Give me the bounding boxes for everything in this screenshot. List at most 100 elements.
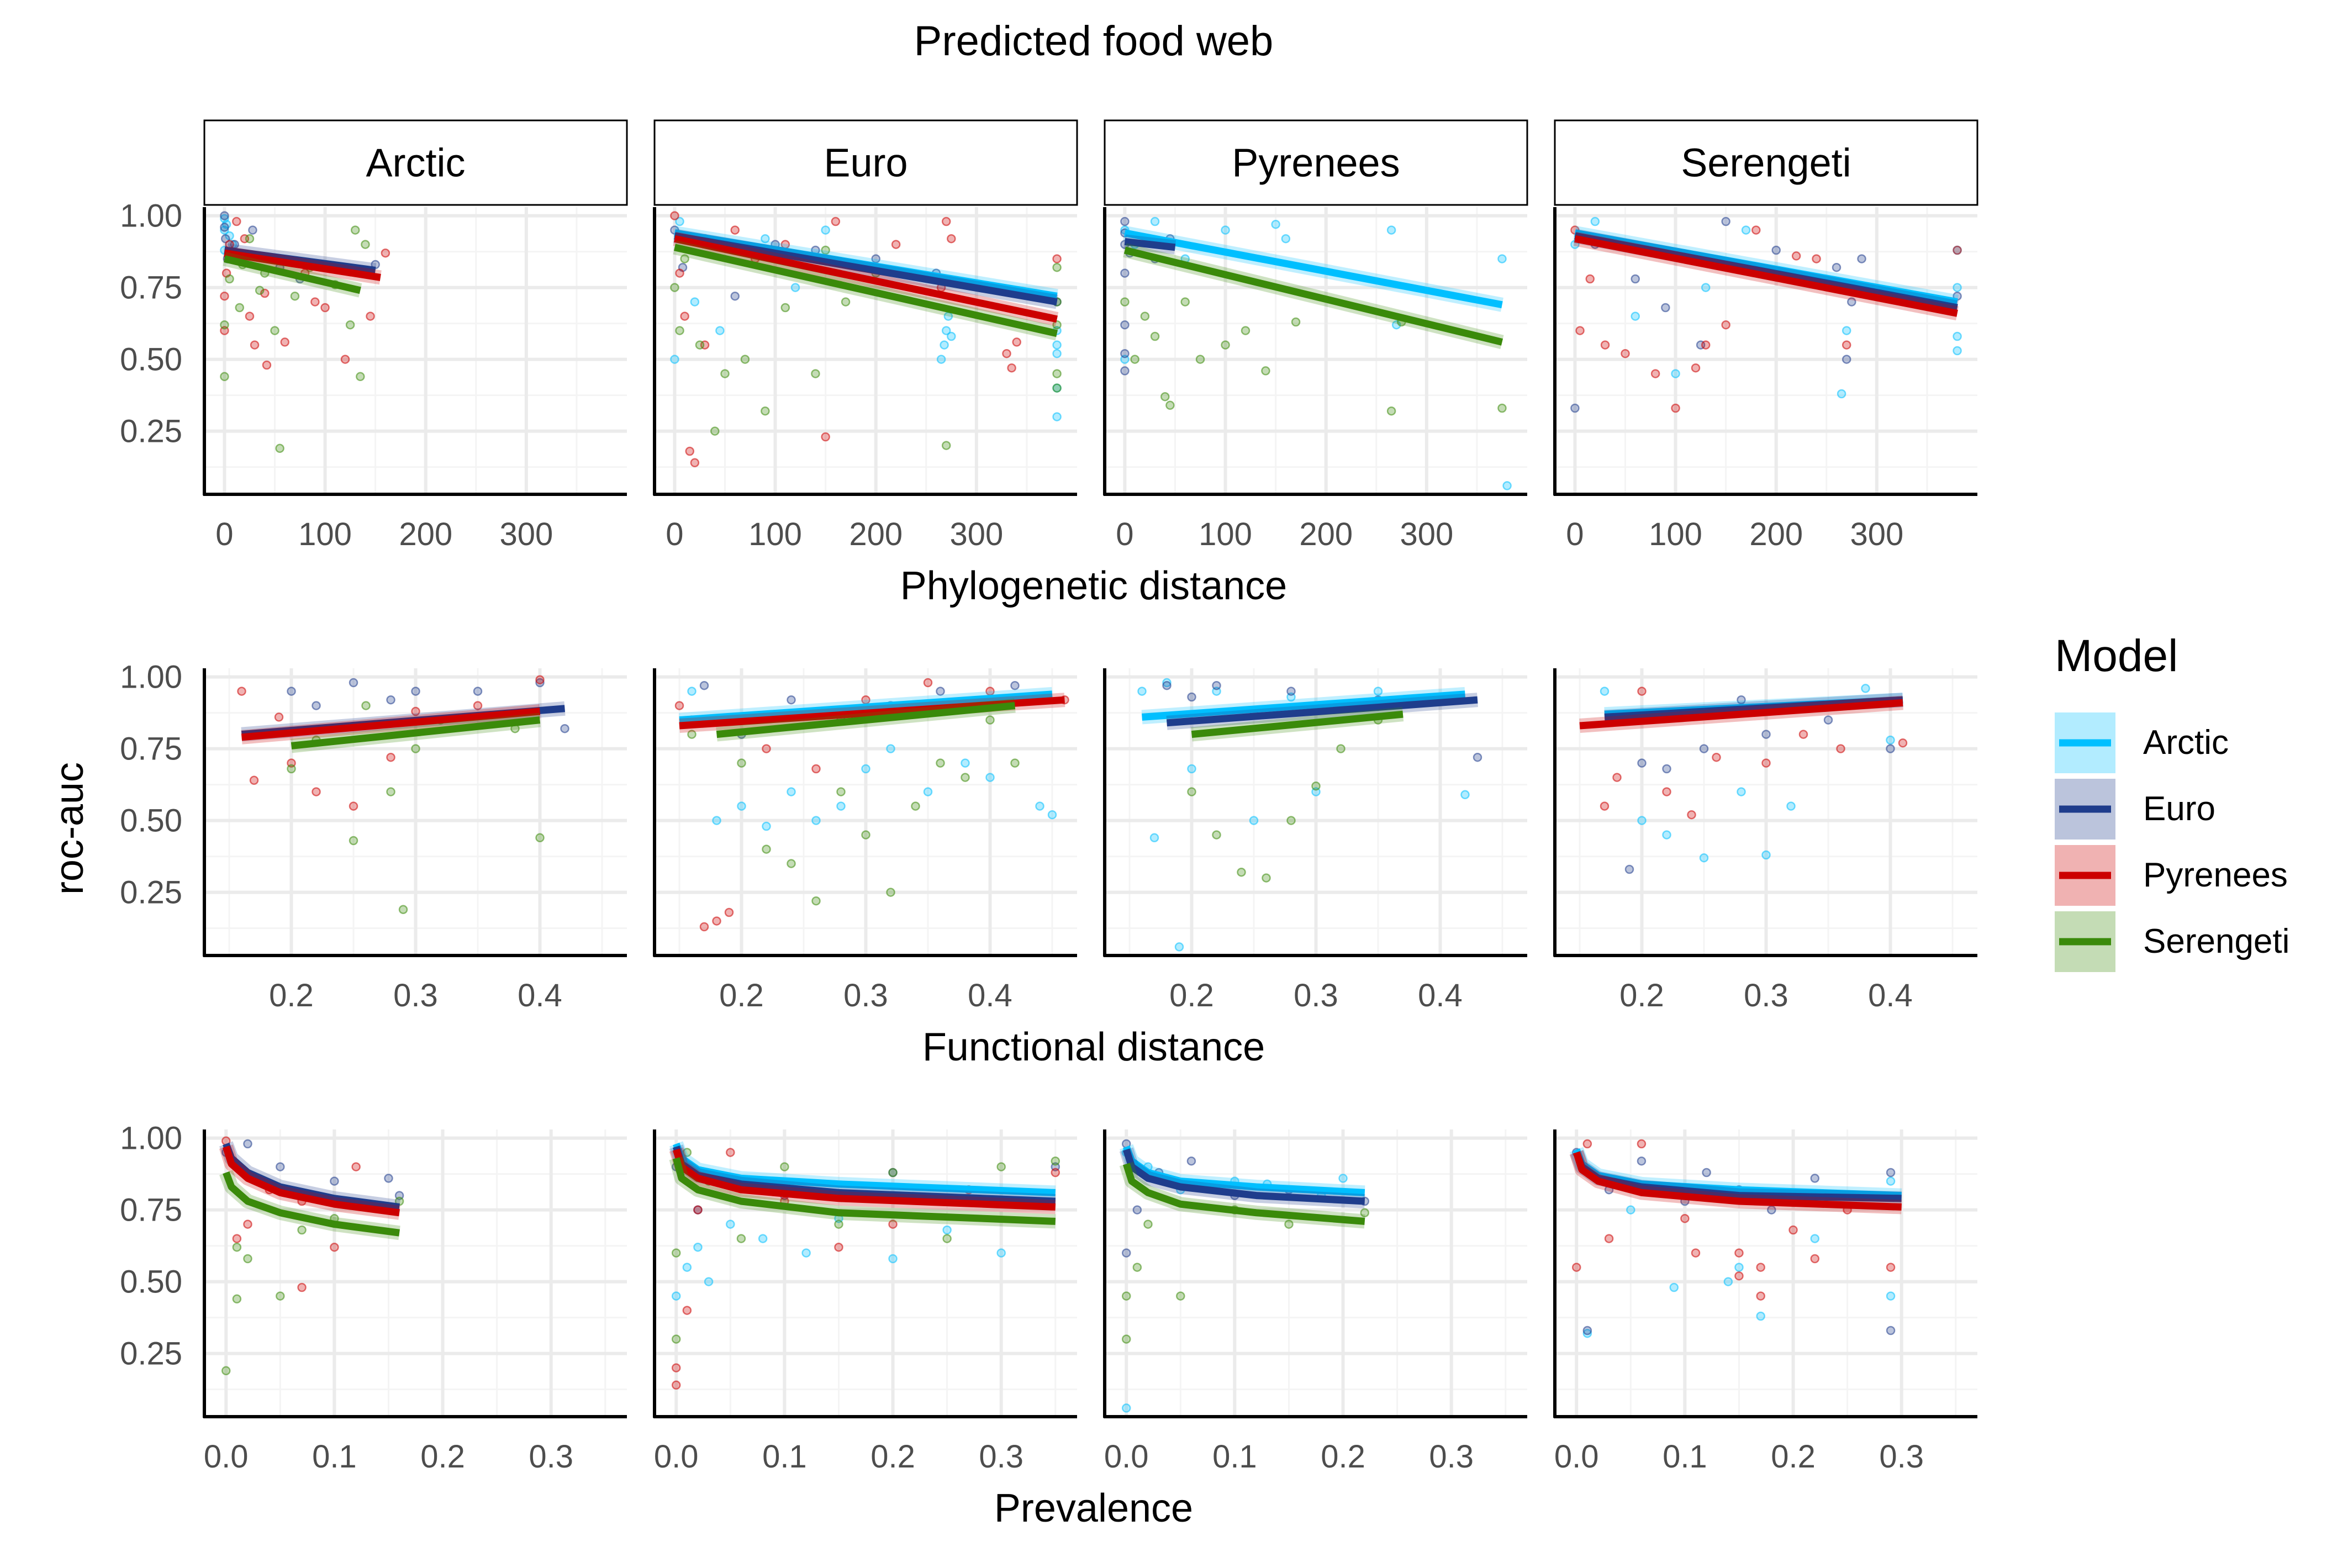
data-point-serengeti [961,773,970,782]
x-tick-label: 200 [1299,516,1353,552]
x-tick-label: 100 [298,516,352,552]
data-point-pyrenees [762,744,771,753]
data-point-arctic [888,1254,898,1264]
y-tick-label: 0.75 [120,270,182,306]
data-point-pyrenees [1012,337,1021,347]
data-point-arctic [1373,687,1383,696]
data-point-euro [1737,695,1746,705]
data-point-serengeti [1284,1219,1294,1229]
data-point-pyrenees [1721,320,1730,330]
data-point-arctic [737,801,746,811]
data-point-pyrenees [1953,245,1962,255]
data-point-serengeti [1052,383,1062,393]
data-point-euro [248,225,257,235]
data-point-pyrenees [535,675,545,685]
x-tick-label: 300 [1850,516,1903,552]
data-point-pyrenees [349,801,358,811]
y-tick-label: 0.50 [120,1264,182,1300]
data-point-arctic [690,297,700,307]
x-tick-label: 0.1 [762,1439,807,1475]
fit-line-serengeti [223,1171,400,1237]
data-point-pyrenees [237,687,246,696]
data-point-arctic [1035,801,1044,811]
legend-label-euro: Euro [2143,790,2215,828]
data-point-euro [1120,268,1130,278]
data-point-arctic [947,331,956,341]
x-tick-label: 0.4 [518,978,562,1013]
data-point-arctic [886,744,895,753]
data-point-serengeti [836,787,846,796]
data-point-pyrenees [232,1234,242,1243]
data-point-arctic [1386,225,1396,235]
x-tick-label: 0 [1566,516,1584,552]
data-point-arctic [726,1219,735,1229]
data-point-arctic [1723,1277,1733,1286]
fit-line-serengeti [716,702,1016,738]
data-point-serengeti [386,787,395,796]
data-point-arctic [1121,1403,1131,1413]
x-tick-label: 0 [215,516,233,552]
data-point-serengeti [350,225,360,235]
data-point-arctic [1631,312,1640,321]
data-point-pyrenees [330,1242,339,1252]
fit-line-serengeti [223,255,361,294]
x-tick-label: 0 [1116,516,1133,552]
data-point-arctic [762,821,771,831]
data-point-pyrenees [274,712,284,722]
data-point-pyrenees [411,706,420,716]
fit-line-arctic [1124,229,1503,309]
data-point-pyrenees [1798,730,1808,739]
data-point-arctic [1756,1311,1765,1321]
fit-line-serengeti [291,716,541,749]
data-point-serengeti [737,758,746,768]
data-point-pyrenees [386,752,395,762]
data-point-pyrenees [1751,225,1761,235]
x-tick-label: 0.2 [420,1439,465,1475]
data-point-pyrenees [1691,363,1701,373]
data-point-pyrenees [682,1306,692,1315]
data-point-arctic [801,1248,811,1258]
data-point-serengeti [942,1234,952,1243]
data-point-euro [699,680,709,690]
data-point-pyrenees [1637,687,1647,696]
data-point-serengeti [398,905,408,915]
x-tick-label: 0.1 [312,1439,357,1475]
data-point-serengeti [220,372,229,382]
data-point-serengeti [290,291,300,301]
data-point-pyrenees [1701,340,1711,350]
data-point-pyrenees [250,340,260,350]
data-point-arctic [1737,787,1746,796]
data-point-arctic [1600,687,1610,696]
data-point-arctic [1701,283,1711,292]
data-point-pyrenees [1734,1271,1744,1281]
data-point-pyrenees [1052,254,1062,263]
data-point-arctic [1886,1291,1896,1301]
data-point-serengeti [1497,403,1507,413]
data-point-arctic [675,217,684,226]
data-point-euro [1761,730,1771,739]
data-point-serengeti [1360,1208,1370,1218]
data-point-arctic [1174,942,1184,952]
data-point-euro [349,678,358,688]
data-point-arctic [1671,369,1680,378]
x-tick-label: 0.3 [1429,1439,1474,1475]
data-point-serengeti [1150,331,1160,341]
data-point-arctic [936,355,946,364]
data-point-pyrenees [312,787,321,796]
data-point-arctic [1052,340,1062,350]
data-point-serengeti [1010,758,1020,768]
data-point-euro [1721,217,1730,226]
data-point-serengeti [985,715,995,725]
data-point-euro [312,701,321,710]
data-point-arctic [923,787,933,796]
y-tick-label: 1.00 [120,1121,182,1157]
data-point-serengeti [1195,355,1205,364]
data-point-serengeti [687,730,697,739]
data-point-pyrenees [1575,326,1585,335]
data-point-serengeti [255,286,265,295]
data-point-serengeti [1286,816,1296,825]
x-axis-label-functional-distance: Functional distance [922,1025,1265,1069]
data-point-serengeti [243,1254,252,1264]
data-point-serengeti [787,859,796,868]
data-point-serengeti [1052,320,1062,330]
